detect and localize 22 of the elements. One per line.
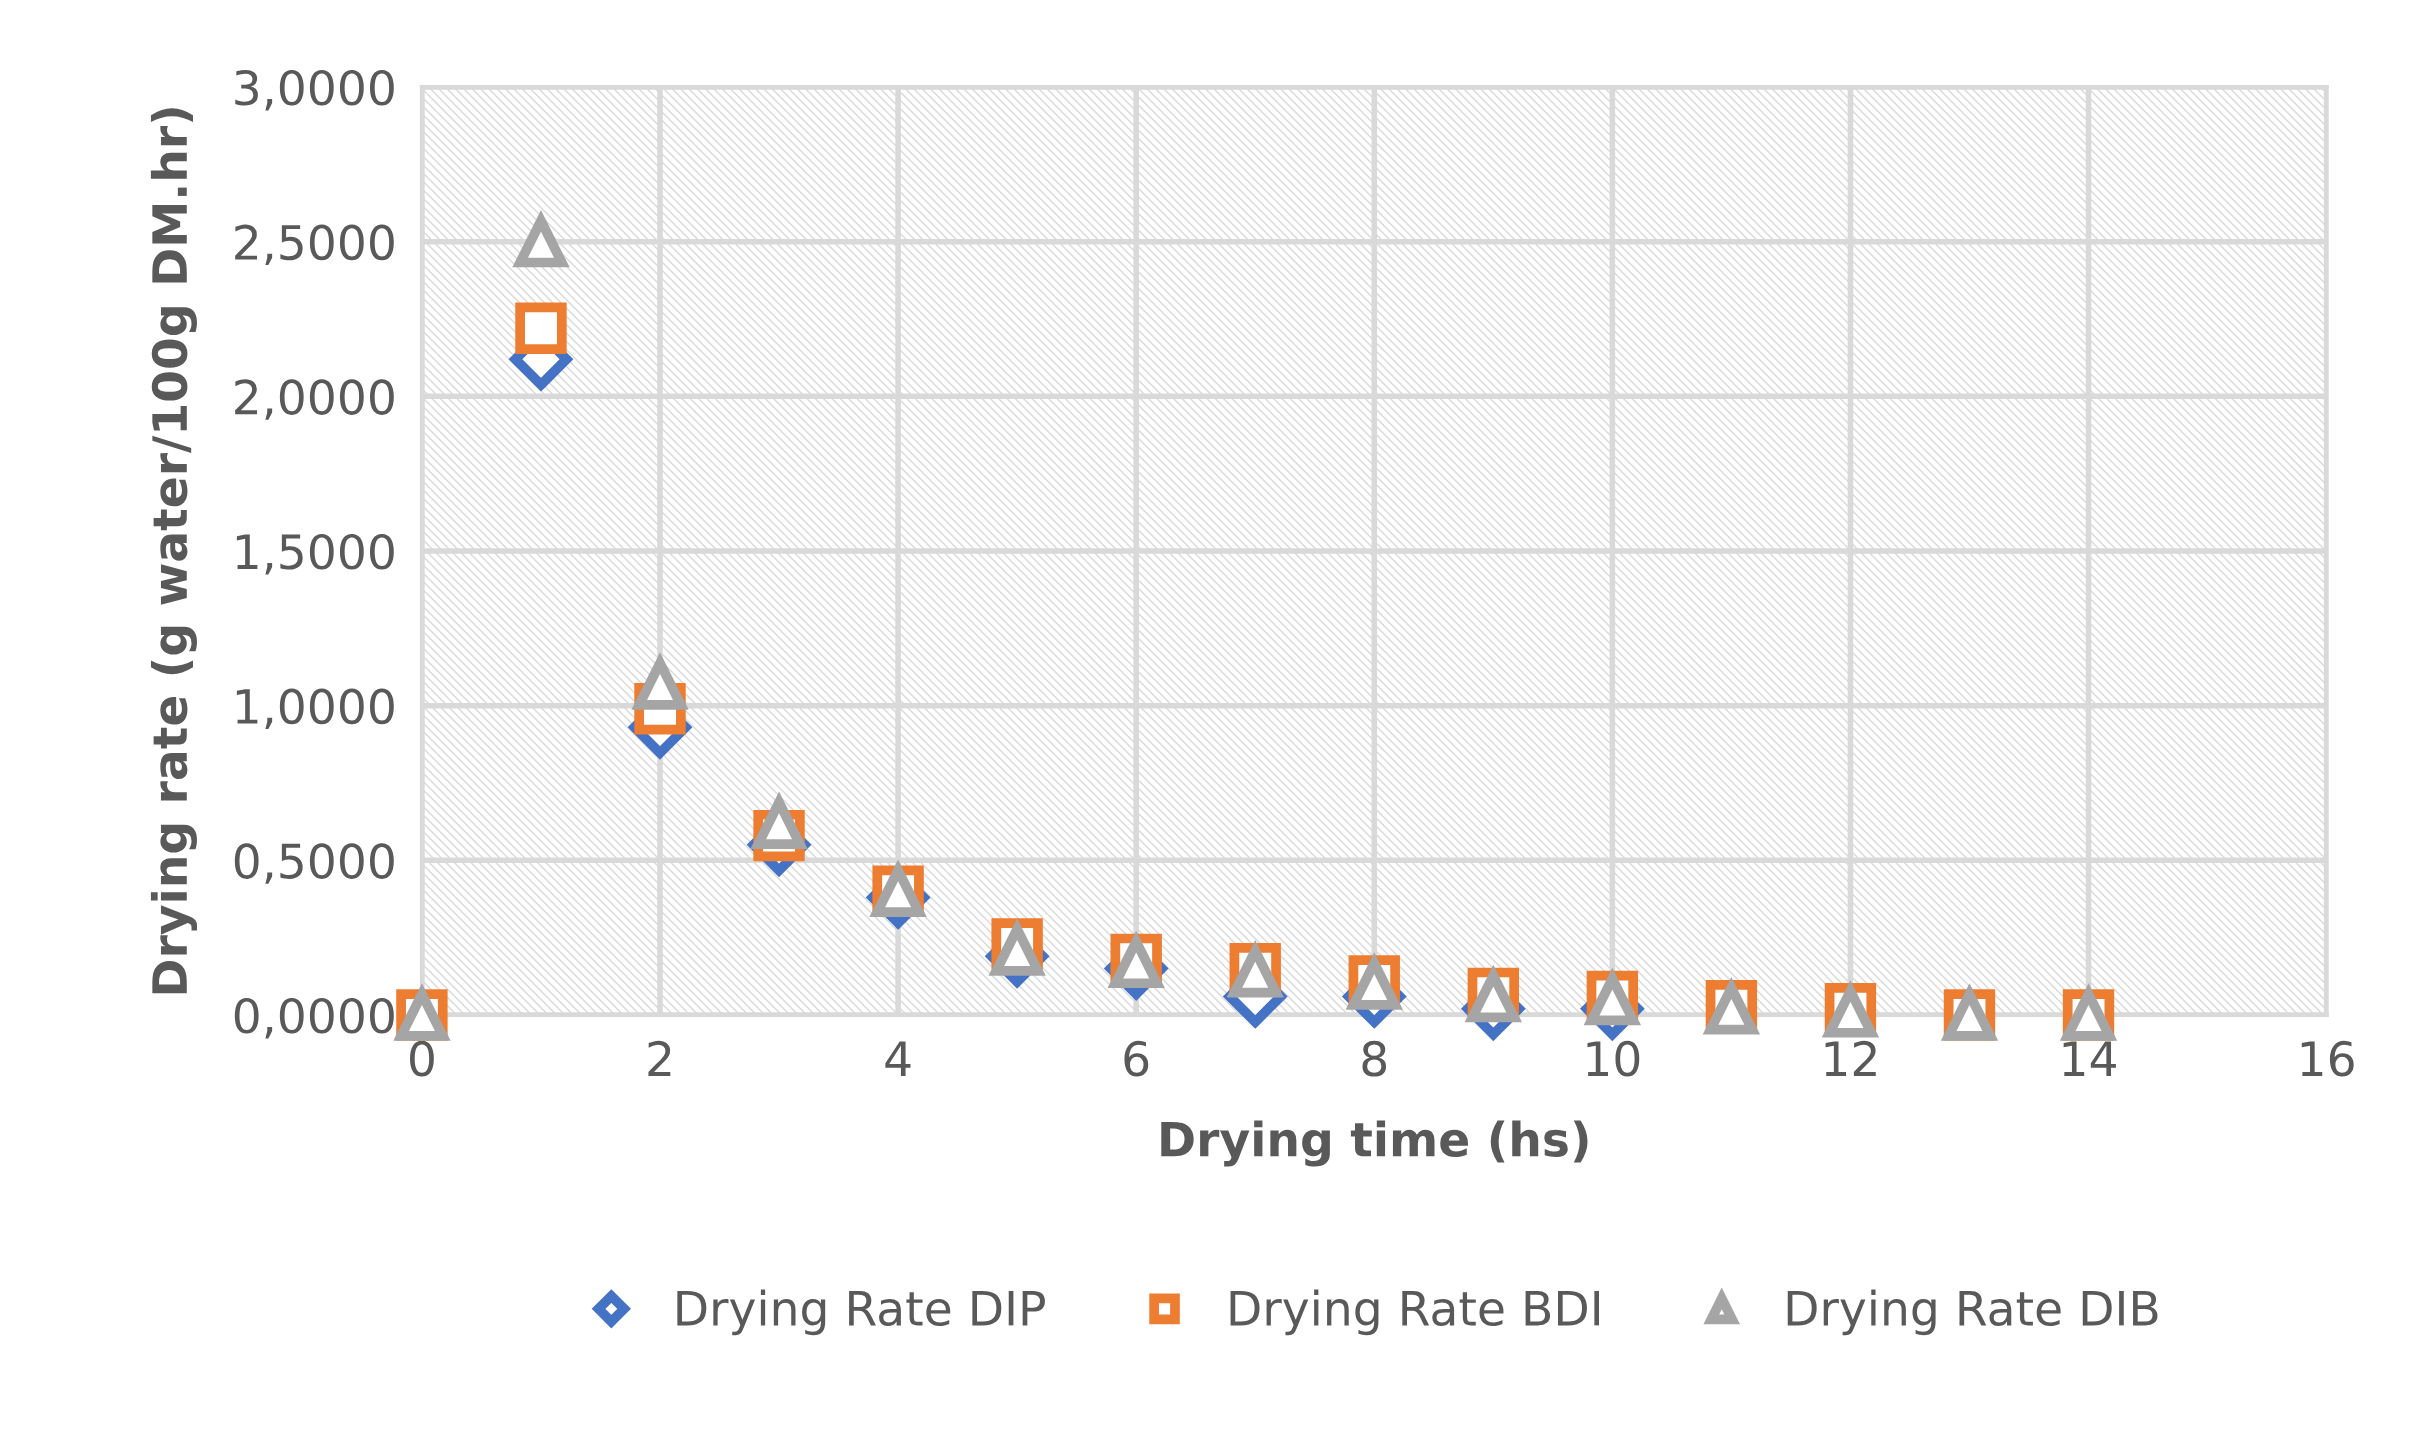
y-tick-label: 1,5000: [236, 533, 394, 575]
legend-label: Drying Rate BDI: [1230, 1289, 1600, 1336]
x-tick-label: 6: [1124, 1040, 1149, 1077]
x-tick-label: 14: [2063, 1041, 2116, 1076]
y-tick-label: 3,0000: [235, 69, 394, 111]
x-tick-label: 0: [410, 1040, 434, 1077]
y-tick-label: 2,5000: [235, 224, 394, 266]
x-tick-label: 12: [1825, 1040, 1876, 1076]
legend-label: Drying Rate DIP: [677, 1289, 1045, 1336]
point: [515, 302, 567, 354]
x-tick-label: 10: [1587, 1040, 1640, 1077]
x-tick-label: 4: [885, 1041, 911, 1076]
x-tick-label: 2: [648, 1040, 671, 1076]
x-tick-label: 16: [2301, 1040, 2354, 1077]
y-tick-label: 0,0000: [234, 997, 394, 1039]
legend-label: Drying Rate DIB: [1787, 1289, 2158, 1336]
y-tick-label: 0,5000: [234, 843, 394, 884]
y-tick-label: 1,0000: [236, 688, 394, 730]
y-tick-label: 2,0000: [235, 379, 394, 420]
x-tick-label: 8: [1362, 1040, 1387, 1077]
y-axis-title: Drying rate (g water/100g DM.hr): [150, 108, 197, 994]
x-axis-title: Drying time (hs): [1161, 1120, 1588, 1167]
